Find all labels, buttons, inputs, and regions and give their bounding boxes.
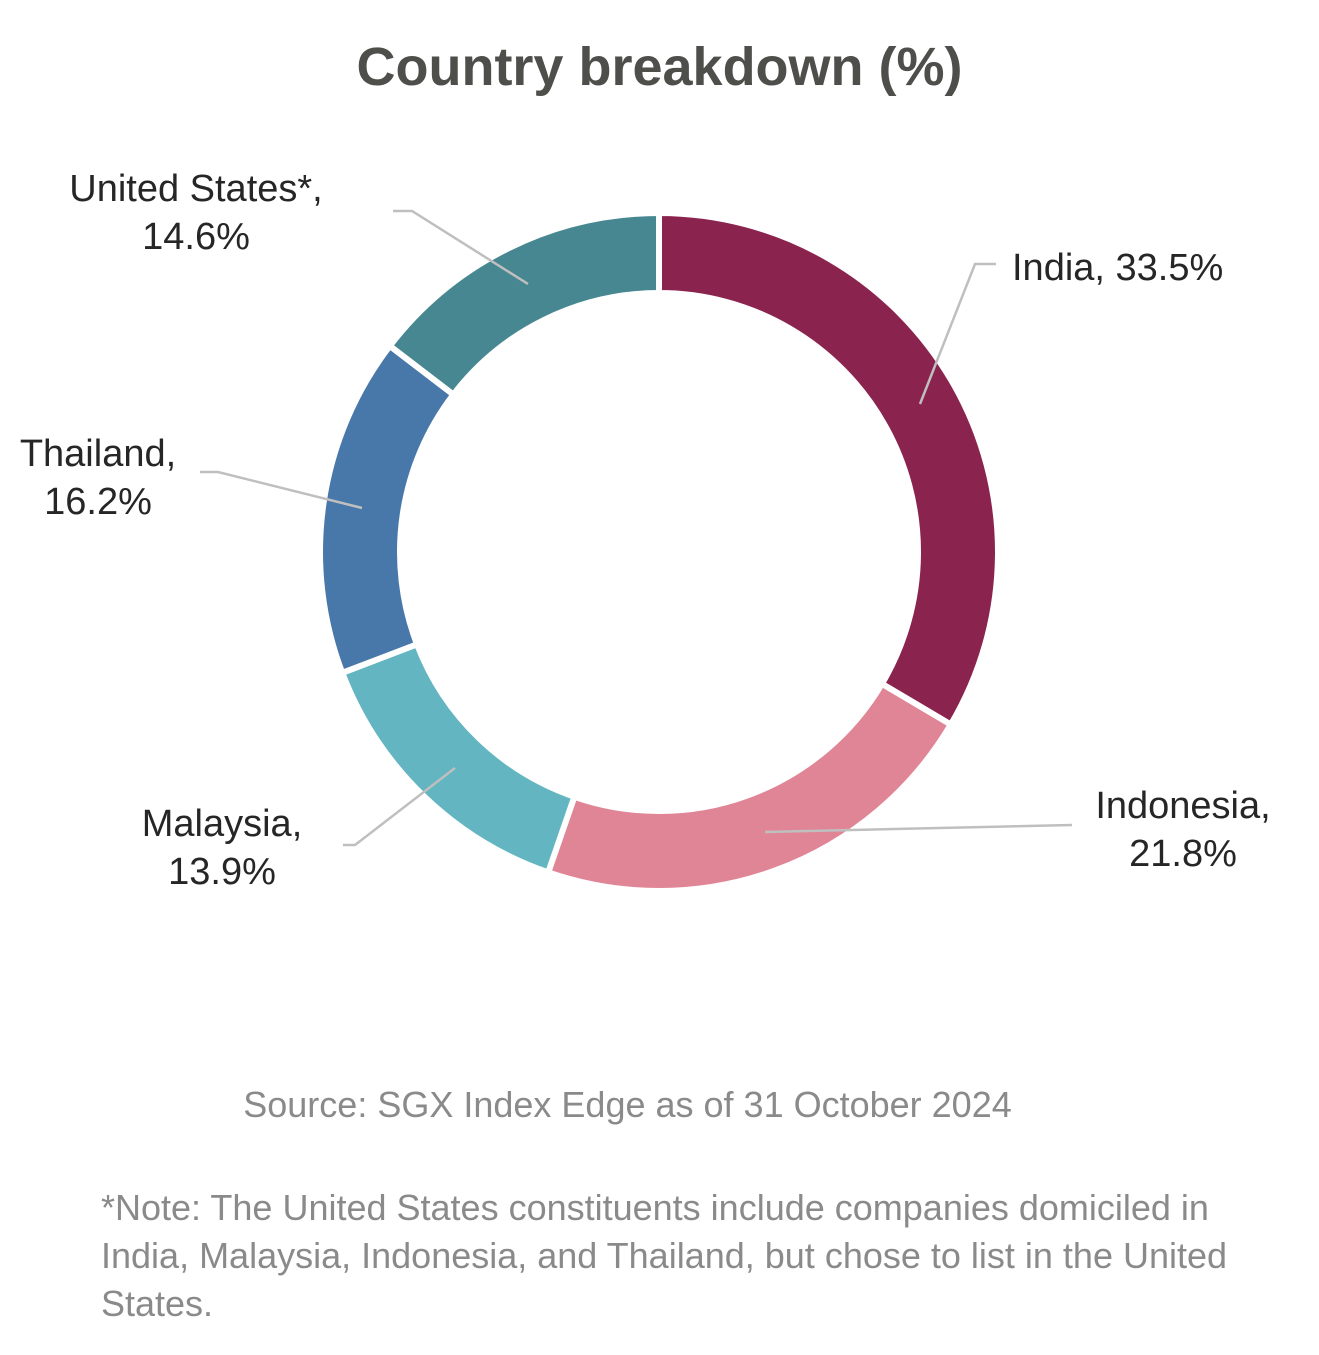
chart-title: Country breakdown (%) <box>356 37 963 97</box>
data-label-indonesia: Indonesia, 21.8% <box>1095 785 1270 875</box>
data-labels-layer: India, 33.5% Indonesia, 21.8% Malaysia, 13.9… <box>20 168 1271 893</box>
footnote: *Note: The United States constituents in… <box>101 1187 1228 1324</box>
slices-layer <box>317 209 1001 894</box>
slice-malaysia <box>338 640 579 877</box>
slice-thailand <box>317 341 458 677</box>
data-label-united-states: United States*, 14.6% <box>69 168 322 258</box>
data-label-line: 14.6% <box>142 216 250 258</box>
donut-chart: India, 33.5% Indonesia, 21.8% Malaysia, 13.9… <box>20 168 1271 894</box>
data-label-thailand: Thailand, 16.2% <box>20 433 176 523</box>
leader-line-india <box>918 262 996 405</box>
data-label-line: 16.2% <box>44 481 152 523</box>
data-label-line: 21.8% <box>1129 833 1237 875</box>
leader-line-united-states <box>393 209 529 286</box>
data-label-line: Malaysia, <box>142 803 303 845</box>
data-label-line: Indonesia, <box>1095 785 1270 827</box>
slice-indonesia <box>544 679 955 894</box>
leader-line-malaysia <box>343 767 456 847</box>
slice-india <box>656 209 1001 729</box>
leader-line-thailand <box>200 470 363 510</box>
data-label-malaysia: Malaysia, 13.9% <box>142 803 303 893</box>
source-note: Source: SGX Index Edge as of 31 October … <box>243 1084 1012 1125</box>
leader-lines-layer <box>200 209 1073 847</box>
data-label-line: Thailand, <box>20 433 176 475</box>
data-label-line: 13.9% <box>168 851 276 893</box>
data-label-india: India, 33.5% <box>1012 247 1223 289</box>
slice-united-states <box>385 209 662 399</box>
leader-line-indonesia <box>764 823 1073 834</box>
data-label-line: India, 33.5% <box>1012 247 1223 289</box>
data-label-line: United States*, <box>69 168 322 210</box>
